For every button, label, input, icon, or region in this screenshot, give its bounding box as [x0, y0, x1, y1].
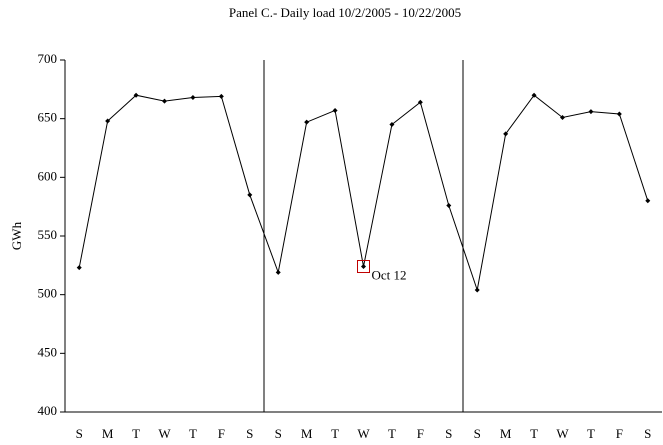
x-tick-label: T [132, 426, 140, 441]
y-axis-label: GWh [9, 221, 24, 250]
point-marker [247, 192, 253, 198]
point-marker [616, 111, 622, 117]
x-tick-label: F [417, 426, 424, 441]
x-tick-label: F [218, 426, 225, 441]
x-tick-label: T [587, 426, 595, 441]
point-marker [645, 198, 651, 204]
point-marker [304, 119, 310, 125]
y-tick-label: 400 [38, 403, 58, 418]
x-tick-label: T [388, 426, 396, 441]
x-tick-label: S [76, 426, 83, 441]
point-marker [275, 269, 281, 275]
chart-title: Panel C.- Daily load 10/2/2005 - 10/22/2… [229, 5, 461, 20]
point-marker [332, 107, 338, 113]
y-tick-label: 450 [38, 344, 58, 359]
point-marker [190, 95, 196, 101]
point-marker [361, 264, 366, 270]
point-marker [560, 114, 565, 120]
x-tick-label: W [357, 426, 370, 441]
point-marker [389, 122, 395, 128]
point-marker [417, 99, 423, 105]
point-marker [105, 118, 111, 124]
x-tick-label: S [246, 426, 253, 441]
y-tick-label: 650 [38, 110, 58, 125]
point-marker [218, 93, 224, 99]
x-tick-label: W [158, 426, 171, 441]
x-tick-label: T [530, 426, 538, 441]
point-marker [588, 109, 594, 115]
point-marker [531, 92, 537, 98]
y-tick-label: 550 [38, 227, 58, 242]
x-tick-label: F [616, 426, 623, 441]
x-tick-label: M [301, 426, 313, 441]
x-tick-label: T [331, 426, 339, 441]
x-tick-label: S [474, 426, 481, 441]
x-tick-label: W [556, 426, 569, 441]
point-marker [446, 202, 452, 208]
x-tick-label: M [102, 426, 114, 441]
x-tick-label: S [644, 426, 651, 441]
x-tick-label: S [275, 426, 282, 441]
point-marker [162, 98, 167, 104]
point-marker [503, 131, 509, 137]
x-tick-label: S [445, 426, 452, 441]
y-tick-label: 700 [38, 51, 58, 66]
y-tick-label: 600 [38, 168, 58, 183]
x-tick-label: T [189, 426, 197, 441]
point-marker [133, 92, 139, 98]
x-tick-label: M [500, 426, 512, 441]
annotation: Oct 12 [372, 267, 407, 282]
annotation-box [357, 260, 370, 274]
y-tick-label: 500 [38, 286, 58, 301]
point-marker [76, 265, 82, 271]
point-marker [474, 287, 480, 293]
